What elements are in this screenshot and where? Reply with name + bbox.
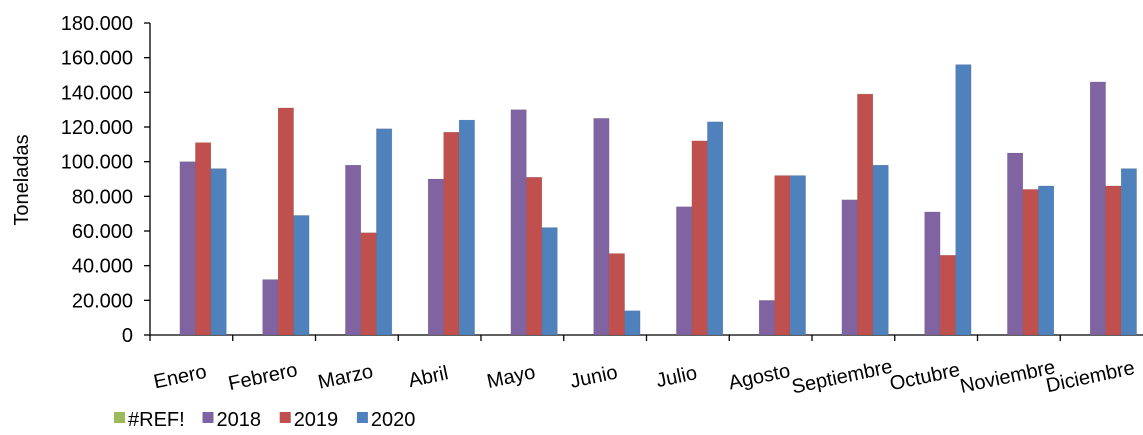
bar-2018-enero bbox=[179, 161, 196, 336]
x-tick-label: Febrero bbox=[226, 359, 299, 395]
x-tick-labels: Enero Febrero Marzo Abril Mayo Junio Julio Agos… bbox=[152, 356, 1137, 399]
x-tick-label: Mayo bbox=[485, 361, 537, 393]
x-tick-label: Julio bbox=[654, 362, 699, 392]
bar-2019-noviembre bbox=[1022, 189, 1039, 336]
legend-swatch bbox=[202, 412, 214, 423]
bar-2019-junio bbox=[608, 253, 625, 336]
y-tick-label: 0 bbox=[122, 325, 133, 347]
y-axis: 0 20.000 40.000 60.000 80.000 100.000 120.000 1… bbox=[61, 13, 151, 347]
legend-label: 2020 bbox=[371, 409, 416, 431]
y-tick-label: 100.000 bbox=[61, 152, 133, 174]
bar-2020-agosto bbox=[789, 175, 806, 336]
bar-2018-octubre bbox=[924, 211, 941, 336]
legend-label: 2019 bbox=[294, 409, 339, 431]
x-tick-label: Noviembre bbox=[958, 356, 1057, 398]
bar-2020-septiembre bbox=[872, 164, 889, 336]
y-tick-label: 60.000 bbox=[72, 221, 133, 243]
bar-2019-agosto bbox=[774, 175, 791, 336]
bar-2020-febrero bbox=[293, 215, 310, 336]
bar-2018-septiembre bbox=[841, 199, 858, 336]
y-tick-label: 20.000 bbox=[72, 290, 133, 312]
bar-2020-diciembre bbox=[1120, 168, 1137, 336]
x-tick-label: Junio bbox=[568, 361, 619, 392]
bar-2019-julio bbox=[691, 140, 708, 336]
y-tick-label: 180.000 bbox=[61, 13, 133, 35]
bar-2018-noviembre bbox=[1007, 152, 1024, 336]
bar-2018-abril bbox=[427, 178, 444, 336]
bar-2020-octubre bbox=[955, 64, 972, 336]
bar-2019-febrero bbox=[277, 107, 294, 336]
bar-2018-febrero bbox=[262, 279, 279, 336]
y-tick-label: 40.000 bbox=[72, 256, 133, 278]
legend-swatch bbox=[114, 412, 125, 423]
y-axis-title: Toneladas bbox=[11, 134, 33, 225]
legend-swatch bbox=[279, 412, 291, 423]
bar-2018-diciembre bbox=[1089, 81, 1106, 336]
bar-2018-junio bbox=[593, 118, 610, 336]
bar-2020-abril bbox=[458, 119, 475, 336]
x-tick-label: Agosto bbox=[727, 360, 792, 394]
bar-2020-junio bbox=[624, 310, 641, 336]
bar-2019-septiembre bbox=[857, 93, 874, 336]
bar-2020-noviembre bbox=[1038, 185, 1055, 336]
x-tick-label: Abril bbox=[407, 362, 451, 392]
x-tick-label: Marzo bbox=[316, 361, 375, 394]
legend: #REF! 2018 2019 2020 bbox=[114, 409, 415, 431]
x-tick-label: Octubre bbox=[888, 359, 962, 395]
x-tick-label: Diciembre bbox=[1044, 357, 1137, 397]
bar-2020-enero bbox=[210, 168, 227, 336]
bar-2019-octubre bbox=[939, 255, 956, 336]
y-tick-label: 140.000 bbox=[61, 82, 133, 104]
legend-swatch bbox=[356, 412, 368, 423]
bar-2018-agosto bbox=[758, 300, 775, 336]
bar-2018-mayo bbox=[510, 109, 527, 336]
x-tick-label: Enero bbox=[152, 361, 209, 394]
bar-2020-julio bbox=[707, 121, 724, 336]
bar-2020-mayo bbox=[541, 227, 558, 336]
legend-label: 2018 bbox=[217, 409, 262, 431]
x-axis bbox=[149, 334, 1143, 341]
bar-2019-mayo bbox=[526, 177, 543, 336]
bar-2019-abril bbox=[443, 131, 460, 336]
bar-2020-marzo bbox=[376, 128, 393, 336]
x-tick-label: Septiembre bbox=[790, 356, 895, 399]
bars bbox=[179, 64, 1137, 336]
legend-label: #REF! bbox=[128, 409, 185, 431]
y-tick-label: 160.000 bbox=[61, 48, 133, 70]
bar-2019-enero bbox=[195, 142, 212, 336]
bar-2018-julio bbox=[676, 206, 693, 336]
bar-2019-diciembre bbox=[1105, 185, 1122, 336]
bar-2018-marzo bbox=[345, 164, 362, 336]
bar-2019-marzo bbox=[360, 232, 377, 336]
y-tick-label: 120.000 bbox=[61, 117, 133, 139]
y-tick-label: 80.000 bbox=[72, 186, 133, 208]
